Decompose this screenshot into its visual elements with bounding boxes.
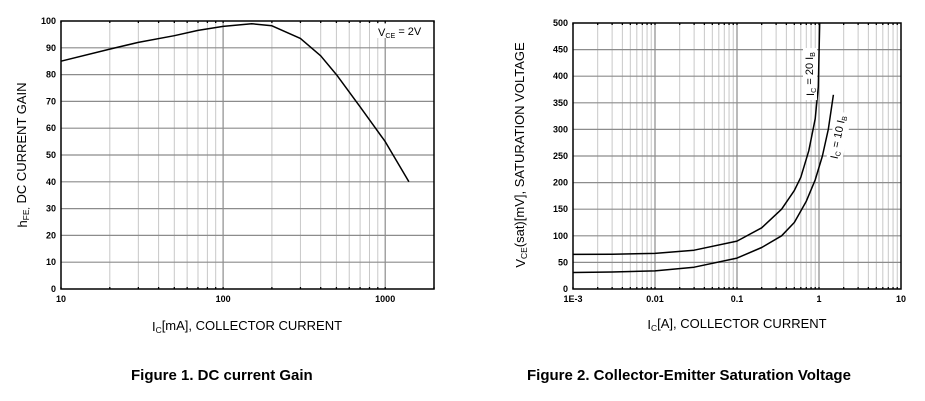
y-tick-label: 40	[46, 177, 56, 187]
plot-frame	[60, 20, 435, 290]
y-axis-title: VCE(sat)[mV], SATURATION VOLTAGE	[512, 42, 529, 268]
y-tick-label: 200	[553, 178, 568, 188]
y-tick-label: 30	[46, 204, 56, 214]
x-tick-label: 100	[216, 294, 231, 304]
y-tick-label: 500	[553, 18, 568, 28]
y-tick-label: 450	[553, 45, 568, 55]
y-tick-label: 10	[46, 257, 56, 267]
y-tick-label: 250	[553, 151, 568, 161]
x-axis-title: IC[mA], COLLECTOR CURRENT	[152, 318, 342, 335]
x-tick-label: 1	[816, 294, 821, 304]
x-axis-title: IC[A], COLLECTOR CURRENT	[647, 316, 826, 333]
y-tick-label: 300	[553, 124, 568, 134]
y-tick-label: 20	[46, 230, 56, 240]
y-tick-label: 100	[553, 231, 568, 241]
x-tick-label: 0.01	[646, 294, 664, 304]
y-tick-label: 70	[46, 96, 56, 106]
grid	[61, 21, 434, 289]
y-tick-label: 90	[46, 43, 56, 53]
x-tick-label: 1000	[375, 294, 395, 304]
grid	[573, 23, 901, 289]
y-tick-label: 80	[46, 70, 56, 80]
figure-1-caption: Figure 1. DC current Gain	[131, 367, 313, 384]
y-axis-title: hFE, DC CURRENT GAIN	[14, 82, 31, 227]
y-tick-label: 350	[553, 98, 568, 108]
y-tick-label: 100	[41, 16, 56, 26]
series-line-2	[572, 94, 835, 274]
y-tick-label: 400	[553, 71, 568, 81]
figure-2-caption: Figure 2. Collector-Emitter Saturation V…	[527, 367, 851, 384]
y-tick-label: 0	[51, 284, 56, 294]
saturation-voltage-chart: 0 50 100 150 200 250 300 350 400 450 500 1E-3 0.01 0.…	[512, 18, 906, 333]
y-tick-label: 50	[46, 150, 56, 160]
figure-1: 0 10 20 30 40 50 60 70 80 90 100 10 100 1000 hFE, DC C…	[0, 0, 460, 401]
series-line-1	[572, 22, 821, 256]
series-line-1	[60, 22, 410, 183]
y-tick-label: 50	[558, 257, 568, 267]
x-tick-label: 1E-3	[563, 294, 582, 304]
label-ic-20ib: IC = 20 IB	[804, 52, 818, 96]
y-tick-label: 0	[563, 284, 568, 294]
y-tick-label: 150	[553, 204, 568, 214]
x-tick-label: 10	[56, 294, 66, 304]
x-tick-label: 0.1	[731, 294, 744, 304]
y-tick-label: 60	[46, 123, 56, 133]
x-tick-label: 10	[896, 294, 906, 304]
vce-annotation: VCE = 2V	[378, 26, 422, 40]
